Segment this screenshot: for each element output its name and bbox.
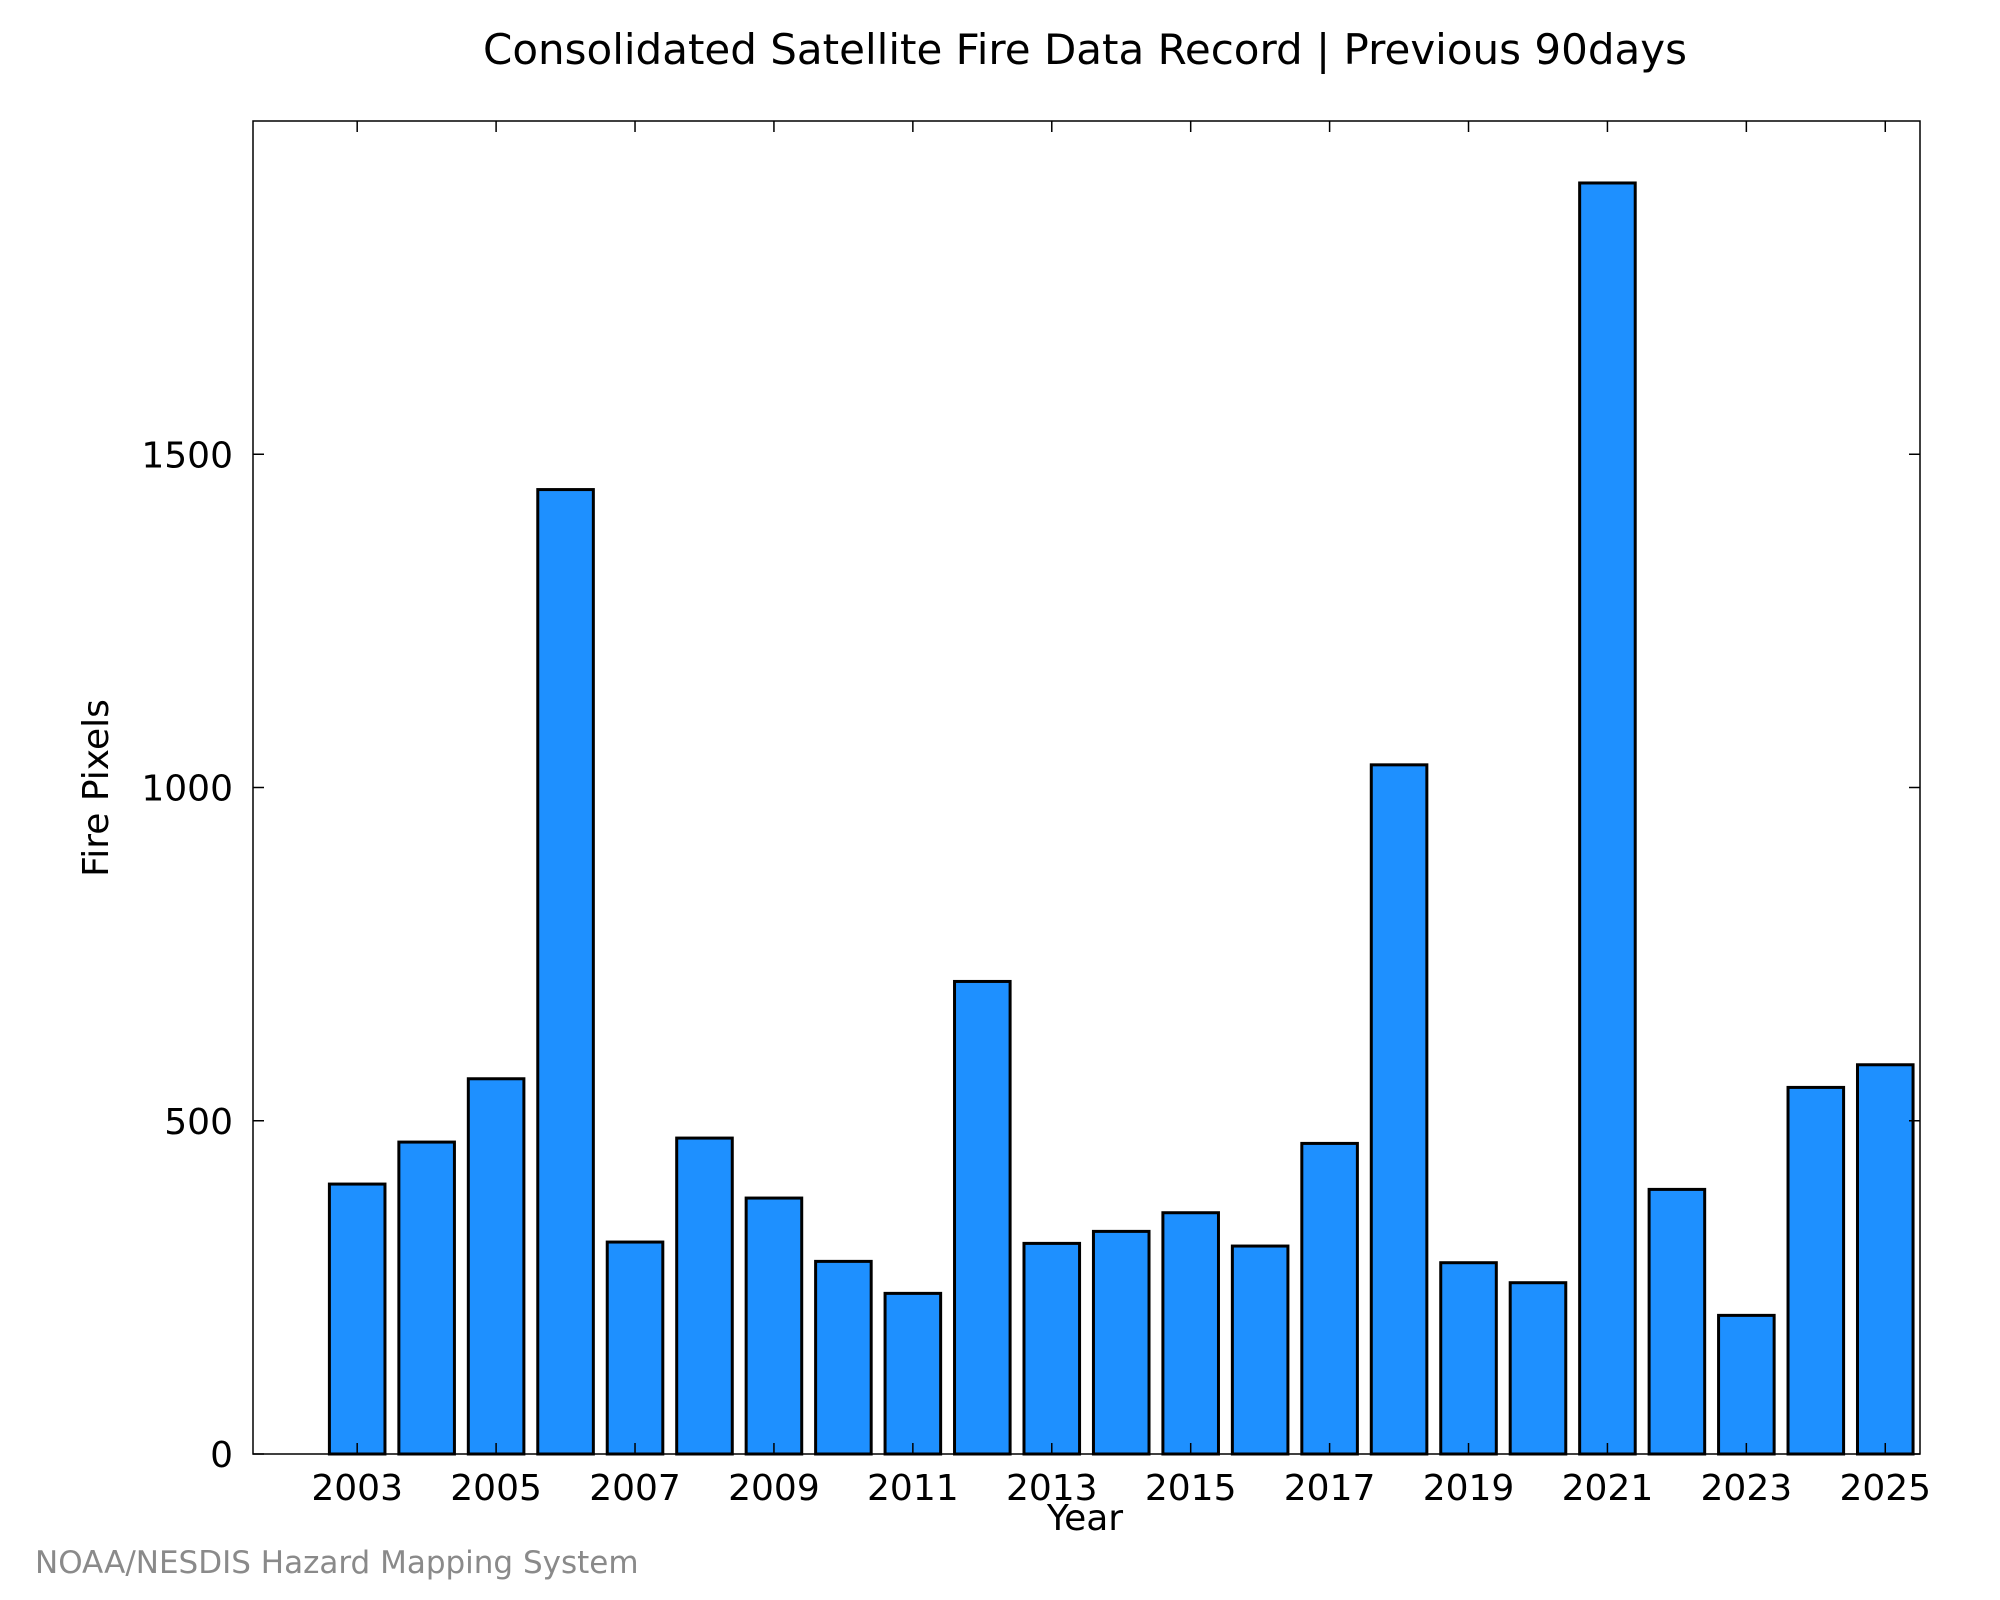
- bar-2007: [605, 1240, 665, 1456]
- x-tick-label-2007: 2007: [589, 1468, 681, 1509]
- bars-group: [327, 181, 1915, 1456]
- bar-2015: [1161, 1211, 1220, 1456]
- bar-2014: [1091, 1229, 1151, 1456]
- chart-title: Consolidated Satellite Fire Data Record …: [483, 25, 1687, 74]
- bar-2010: [814, 1259, 873, 1456]
- bar-2011: [883, 1291, 943, 1456]
- x-tick-label-2015: 2015: [1145, 1468, 1237, 1509]
- x-tick-label-2021: 2021: [1562, 1468, 1654, 1509]
- x-axis-label: Year: [1046, 1498, 1123, 1539]
- bar-2020: [1508, 1281, 1568, 1456]
- bar-2003: [327, 1182, 387, 1456]
- bar-2022: [1647, 1187, 1707, 1456]
- bar-2021: [1578, 181, 1637, 1456]
- x-tick-label-2017: 2017: [1284, 1468, 1376, 1509]
- ticks-group: [253, 121, 1920, 1455]
- y-tick-label-500: 500: [164, 1102, 233, 1143]
- x-tick-label-2023: 2023: [1701, 1468, 1793, 1509]
- x-tick-label-2025: 2025: [1839, 1468, 1931, 1509]
- bar-2016: [1230, 1244, 1290, 1456]
- x-tick-label-2009: 2009: [728, 1468, 820, 1509]
- bar-2023: [1717, 1313, 1776, 1456]
- bar-2008: [675, 1136, 734, 1456]
- y-tick-label-1500: 1500: [141, 435, 233, 476]
- x-tick-label-2011: 2011: [867, 1468, 959, 1509]
- x-tick-label-2013: 2013: [1006, 1468, 1098, 1509]
- bar-2013: [1022, 1241, 1082, 1456]
- y-axis-label: Fire Pixels: [76, 699, 117, 877]
- bar-2019: [1439, 1261, 1498, 1456]
- bar-2005: [466, 1077, 526, 1456]
- bar-2017: [1300, 1141, 1359, 1456]
- tick-labels-group: 2003 2005 2007 2009 2011 2013 2015 2017 2019 2021…: [141, 435, 1931, 1509]
- bar-2025: [1855, 1063, 1915, 1456]
- source-credit: NOAA/NESDIS Hazard Mapping System: [35, 1545, 639, 1581]
- bar-2004: [397, 1140, 456, 1456]
- x-tick-label-2005: 2005: [450, 1468, 542, 1509]
- bar-2018: [1369, 763, 1429, 1456]
- bar-2012: [953, 979, 1012, 1456]
- bar-2009: [744, 1196, 804, 1456]
- bar-2006: [536, 488, 595, 1456]
- y-tick-label-0: 0: [210, 1435, 233, 1476]
- x-tick-label-2003: 2003: [311, 1468, 403, 1509]
- bar-2024: [1786, 1085, 1846, 1456]
- x-tick-label-2019: 2019: [1423, 1468, 1515, 1509]
- y-tick-label-1000: 1000: [141, 769, 233, 810]
